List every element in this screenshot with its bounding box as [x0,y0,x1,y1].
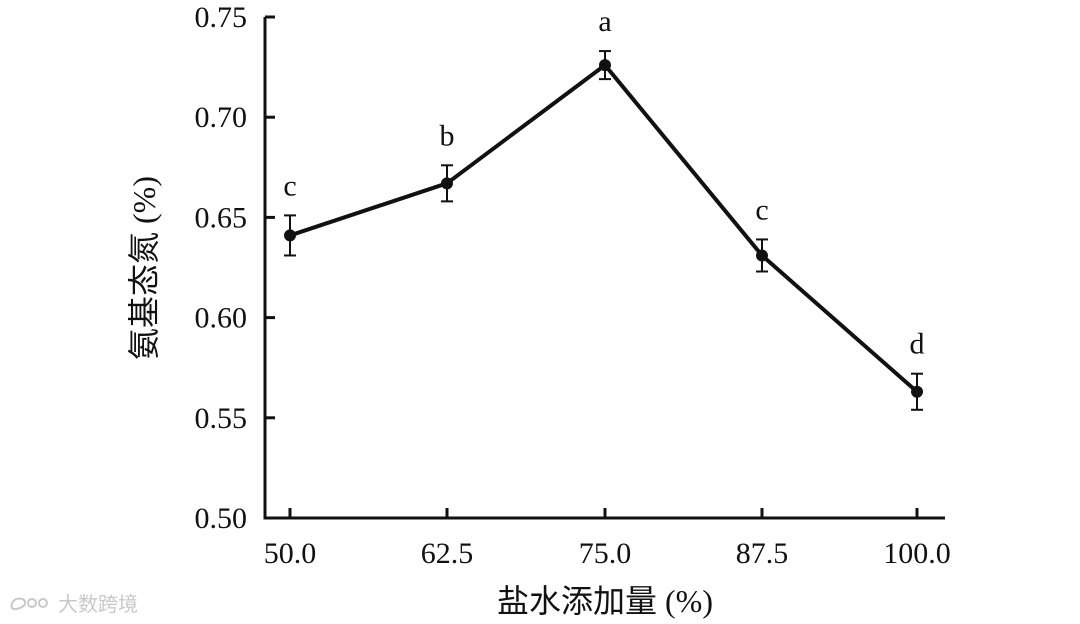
x-tick-label: 75.0 [579,537,632,570]
x-tick-label: 100.0 [883,537,951,570]
y-axis-title: 氨基态氮 (%) [126,176,162,360]
data-point [441,177,453,190]
y-tick-label: 0.60 [195,302,248,335]
x-axis-title: 盐水添加量 (%) [497,583,713,619]
error-bars [284,50,923,411]
significance-label: d [910,328,925,361]
y-axis-ticks: 0.50 0.55 0.60 0.65 0.70 0.75 [195,1,275,535]
data-point [911,385,923,398]
significance-label: a [598,5,611,38]
y-tick-label: 0.65 [195,201,248,234]
significance-label: c [755,193,768,226]
significance-label: c [283,169,296,202]
y-tick-label: 0.70 [195,101,248,134]
y-tick-label: 0.55 [195,402,248,435]
significance-labels: c b a c d [283,5,924,361]
weibo-icon [10,597,48,610]
x-tick-label: 87.5 [736,537,789,570]
x-tick-label: 62.5 [421,537,474,570]
data-points [284,59,923,398]
y-tick-label: 0.50 [195,502,248,535]
y-tick-label: 0.75 [195,1,248,34]
data-point [756,249,768,262]
x-tick-label: 50.0 [264,537,317,570]
significance-label: b [440,119,455,152]
data-point [284,229,296,242]
data-point [599,59,611,72]
chart-axes [263,17,945,520]
series-line [289,63,919,394]
watermark: 大数跨境 [8,588,138,617]
x-axis-ticks: 50.0 62.5 75.0 87.5 100.0 [264,508,951,570]
watermark-text: 大数跨境 [58,592,138,616]
